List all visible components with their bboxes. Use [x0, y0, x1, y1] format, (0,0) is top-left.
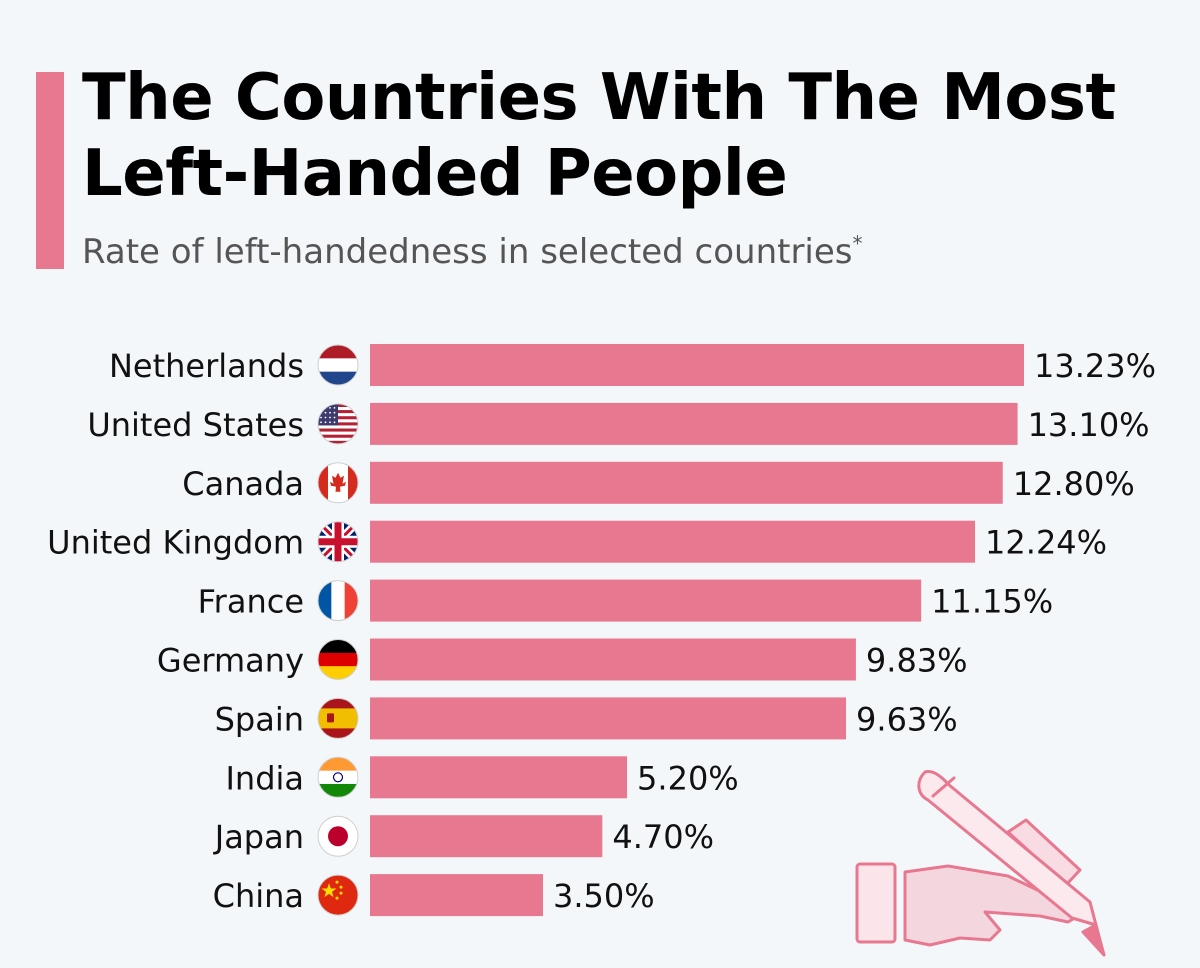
- value-label-japan: 4.70%: [612, 818, 714, 856]
- spain-flag-icon: [317, 697, 359, 739]
- category-label-france: France: [198, 583, 304, 621]
- category-label-japan: Japan: [213, 818, 304, 856]
- value-label-netherlands: 13.23%: [1034, 347, 1156, 385]
- value-label-china: 3.50%: [553, 877, 655, 915]
- value-label-germany: 9.83%: [866, 642, 968, 680]
- bar-india: [370, 756, 628, 799]
- value-label-canada: 12.80%: [1013, 465, 1135, 503]
- united-states-flag-icon: [317, 403, 359, 445]
- india-flag-icon: [317, 756, 359, 798]
- japan-flag-icon: [317, 815, 359, 857]
- value-label-united-states: 13.10%: [1028, 406, 1150, 444]
- footnote-mark: *: [852, 231, 863, 256]
- germany-flag-icon: [317, 639, 359, 680]
- bar-united-kingdom: [370, 520, 976, 563]
- title-accent-bar: [36, 72, 64, 269]
- france-flag-icon: [317, 580, 359, 622]
- footnote-cut-off: [40, 958, 760, 968]
- category-label-germany: Germany: [157, 642, 304, 680]
- bar-netherlands: [370, 344, 1024, 386]
- category-label-united-kingdom: United Kingdom: [47, 524, 304, 562]
- bar-canada: [370, 461, 1003, 504]
- bar-japan: [370, 815, 603, 858]
- chart-subtitle: Rate of left-handedness in selected coun…: [82, 232, 863, 272]
- china-flag-icon: [317, 874, 359, 916]
- bar-united-states: [370, 402, 1018, 445]
- category-label-united-states: United States: [87, 406, 304, 444]
- canada-flag-icon: [317, 462, 359, 504]
- bar-china: [370, 874, 544, 917]
- value-label-india: 5.20%: [637, 759, 739, 797]
- hand-writing-pen-icon: [855, 770, 1106, 957]
- category-label-india: India: [225, 759, 304, 797]
- bar-france: [370, 579, 922, 622]
- value-label-spain: 9.63%: [856, 700, 958, 738]
- chart-title: The Countries With The Most Left-Handed …: [82, 61, 1116, 211]
- bar-spain: [370, 697, 847, 740]
- category-label-canada: Canada: [182, 465, 304, 503]
- value-label-united-kingdom: 12.24%: [985, 524, 1107, 562]
- value-label-france: 11.15%: [931, 583, 1053, 621]
- category-label-china: China: [213, 877, 304, 915]
- category-label-spain: Spain: [215, 700, 304, 738]
- netherlands-flag-icon: [317, 344, 359, 386]
- united-kingdom-flag-icon: [317, 521, 359, 563]
- subtitle-text: Rate of left-handedness in selected coun…: [82, 232, 853, 272]
- bar-germany: [370, 638, 856, 681]
- category-label-netherlands: Netherlands: [109, 347, 304, 385]
- bars-layer: Netherlands 13.23% United States 13.10% Cana…: [47, 344, 1156, 917]
